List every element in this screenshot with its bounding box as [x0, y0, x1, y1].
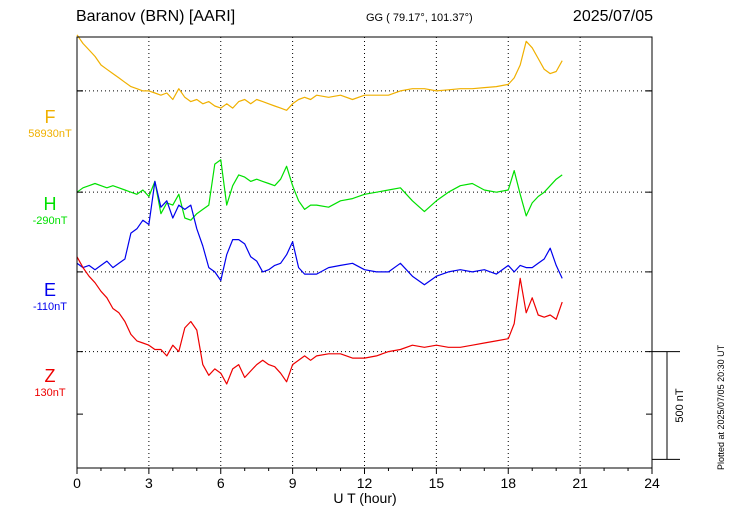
panel-baseline-e: -110nT [32, 301, 68, 313]
x-tick-label: 21 [572, 475, 588, 491]
x-tick-label: 3 [145, 475, 153, 491]
station-coords: GG ( 79.17°, 101.37°) [366, 12, 473, 24]
grid-lines [77, 37, 652, 468]
x-tick-label: 0 [73, 475, 81, 491]
x-ticks: 0 3 6 9 12 15 18 21 24 [73, 90, 660, 491]
station-title: Baranov (BRN) [AARI] [76, 8, 236, 25]
panel-label-h: H -290nT [20, 194, 80, 228]
x-tick-label: 24 [644, 475, 660, 491]
panel-name-e: E [43, 280, 56, 300]
x-axis-title: U T (hour) [333, 490, 396, 506]
x-tick-label: 18 [500, 475, 516, 491]
panel-baseline-f: 58930nT [28, 128, 72, 140]
series-line-z [76, 256, 563, 385]
panel-label-z: Z 130nT [20, 366, 80, 400]
plotted-at-note: Plotted at 2025/07/05 20:30 UT [716, 344, 726, 470]
panel-baseline-z: 130nT [34, 387, 66, 399]
panel-name-h: H [43, 194, 57, 214]
series-lines [76, 34, 563, 385]
panel-baseline-h: -290nT [32, 215, 68, 227]
series-line-h [76, 159, 563, 221]
x-tick-label: 15 [429, 475, 445, 491]
panel-name-z: Z [44, 366, 56, 386]
panel-label-e: E -110nT [20, 280, 80, 314]
series-line-e [76, 180, 563, 286]
x-tick-label: 12 [357, 475, 373, 491]
plot-date: 2025/07/05 [572, 8, 653, 25]
series-line-f [76, 34, 563, 111]
x-tick-label: 6 [217, 475, 225, 491]
panel-label-f: F 58930nT [20, 107, 80, 141]
x-tick-label: 9 [289, 475, 297, 491]
panel-name-f: F [44, 107, 56, 127]
scale-bar: 500 nT [652, 351, 686, 460]
scale-bar-label: 500 nT [674, 388, 686, 423]
